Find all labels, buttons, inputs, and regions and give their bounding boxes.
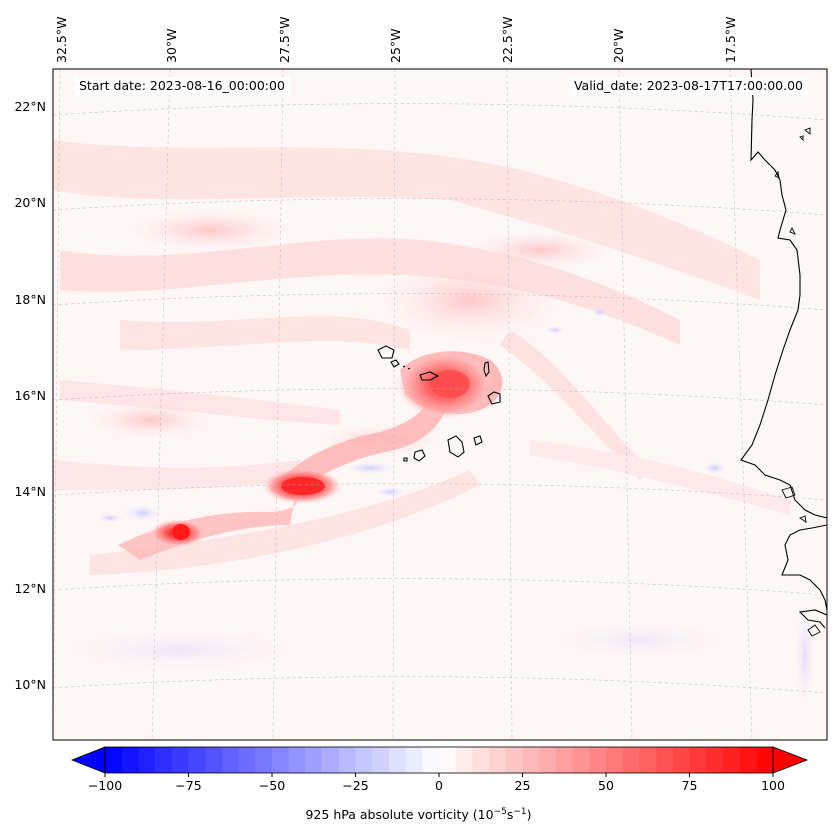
graticule	[53, 69, 827, 740]
colorbar-cell	[238, 747, 256, 773]
colorbar-title-mid: s	[506, 807, 514, 823]
lat-label: 20°N	[14, 195, 46, 210]
colorbar-tick-label: 0	[435, 778, 443, 793]
colorbar-cell	[672, 747, 690, 773]
colorbar-cell	[439, 747, 456, 773]
colorbar-extend-min	[70, 746, 106, 774]
colorbar-cell	[555, 747, 573, 773]
colorbar-cell	[706, 747, 724, 773]
colorbar-cell	[171, 747, 189, 773]
africa-coastline	[740, 69, 827, 629]
colorbar-cell	[689, 747, 707, 773]
colorbar-title-main: 925 hPa absolute vorticity (10	[305, 807, 494, 823]
colorbar-cell	[388, 747, 406, 773]
colorbar-cell	[255, 747, 273, 773]
colorbar-title: 925 hPa absolute vorticity (10−5s−1)	[0, 807, 837, 822]
colorbar-tick-label: 100	[761, 778, 785, 793]
colorbar-cell	[155, 747, 173, 773]
colorbar-cell	[472, 747, 490, 773]
colorbar-tick-label: 25	[515, 778, 531, 793]
colorbar-tick-label: 75	[682, 778, 698, 793]
colorbar-cell	[522, 747, 540, 773]
map-panel	[53, 69, 827, 740]
lon-label: 17.5°W	[723, 17, 738, 63]
colorbar-cell	[656, 747, 674, 773]
colorbar-tick-label: 50	[598, 778, 614, 793]
colorbar-cell	[338, 747, 356, 773]
colorbar-cell	[188, 747, 206, 773]
colorbar-cell	[105, 747, 122, 773]
colorbar: −100 −75 −50 −25 0 25 50 75 100	[70, 746, 809, 793]
colorbar-cell	[272, 747, 289, 773]
longitude-labels: 32.5°W 30°W 27.5°W 25°W 22.5°W 20°W 17.5…	[54, 17, 738, 63]
colorbar-tick-label: −50	[259, 778, 285, 793]
lon-label: 22.5°W	[500, 17, 515, 63]
lat-label: 16°N	[14, 388, 46, 403]
lon-label: 27.5°W	[277, 17, 292, 63]
colorbar-cell	[539, 747, 557, 773]
colorbar-cell	[305, 747, 323, 773]
colorbar-cell	[322, 747, 340, 773]
colorbar-cell	[288, 747, 306, 773]
lat-label: 10°N	[14, 677, 46, 692]
colorbar-cell	[572, 747, 590, 773]
vorticity-field	[53, 140, 815, 705]
colorbar-ticks: −100 −75 −50 −25 0 25 50 75 100	[88, 773, 785, 793]
colorbar-cell	[639, 747, 657, 773]
colorbar-cell	[422, 747, 440, 773]
colorbar-cell	[739, 747, 757, 773]
colorbar-cell	[622, 747, 640, 773]
cape-verde-islands	[377, 345, 501, 462]
colorbar-cell	[205, 747, 223, 773]
lat-label: 18°N	[14, 292, 46, 307]
lon-label: 20°W	[611, 28, 626, 63]
colorbar-cell	[756, 747, 774, 773]
colorbar-cell	[221, 747, 239, 773]
valid-date-label: Valid_date: 2023-08-17T17:00:00.00	[568, 77, 808, 95]
colorbar-extend-max	[772, 746, 809, 774]
colorbar-cell	[138, 747, 156, 773]
lat-label: 12°N	[14, 581, 46, 596]
coastline-detail	[774, 127, 821, 637]
colorbar-cell	[722, 747, 740, 773]
colorbar-title-exp1: −5	[493, 807, 507, 817]
start-date-label: Start date: 2023-08-16_00:00:00	[74, 77, 290, 95]
lon-label: 25°W	[388, 28, 403, 63]
colorbar-cell	[405, 747, 423, 773]
latitude-labels: 22°N 20°N 18°N 16°N 14°N 12°N 10°N	[14, 99, 46, 692]
colorbar-cell	[355, 747, 373, 773]
lat-label: 22°N	[14, 99, 46, 114]
colorbar-cell	[606, 747, 623, 773]
colorbar-cell	[489, 747, 507, 773]
colorbar-cell	[121, 747, 139, 773]
lon-label: 32.5°W	[54, 17, 69, 63]
colorbar-title-exp2: −1	[513, 807, 527, 817]
map-frame	[52, 68, 828, 741]
lon-label: 30°W	[164, 28, 179, 63]
colorbar-cell	[589, 747, 607, 773]
colorbar-tick-label: −100	[88, 778, 122, 793]
colorbar-cell	[455, 747, 473, 773]
lat-label: 14°N	[14, 484, 46, 499]
colorbar-cell	[372, 747, 390, 773]
colorbar-title-end: )	[526, 807, 532, 823]
colorbar-tick-label: −75	[175, 778, 201, 793]
colorbar-cell	[505, 747, 523, 773]
colorbar-tick-label: −25	[342, 778, 368, 793]
